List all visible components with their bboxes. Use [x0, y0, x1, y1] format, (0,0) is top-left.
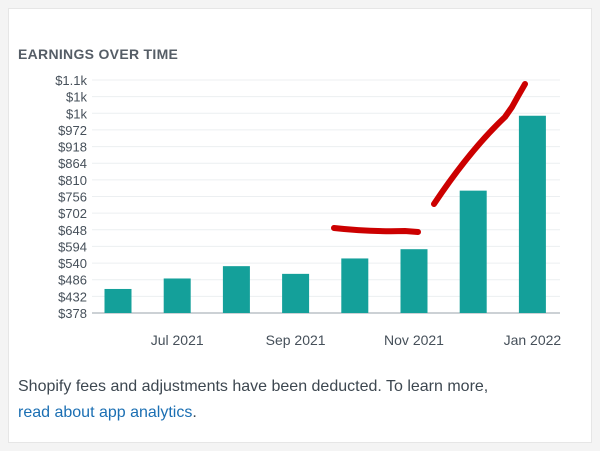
y-tick-label: $756 — [58, 190, 87, 205]
y-tick-label: $972 — [58, 123, 87, 138]
earnings-bar-chart: $1.1k$1k$1k$972$918$864$810$756$702$648$… — [55, 73, 562, 348]
bar — [459, 190, 487, 313]
footer-link-suffix: . — [192, 404, 197, 421]
bar — [104, 288, 132, 313]
bar — [282, 273, 310, 313]
y-tick-label: $540 — [58, 256, 87, 271]
bar — [518, 115, 546, 314]
bar — [222, 266, 250, 313]
footer-note: Shopify fees and adjustments have been d… — [18, 374, 578, 426]
annotation-upward-line — [431, 81, 528, 207]
y-tick-label: $594 — [58, 239, 87, 254]
bar — [341, 258, 369, 313]
footer-text: Shopify fees and adjustments have been d… — [18, 378, 489, 395]
y-tick-label: $864 — [58, 156, 87, 171]
y-tick-label: $810 — [58, 173, 87, 188]
y-tick-label: $486 — [58, 273, 87, 288]
y-tick-label: $378 — [58, 306, 87, 321]
y-tick-label: $1k — [66, 106, 87, 121]
y-tick-label: $918 — [58, 140, 87, 155]
app-analytics-link[interactable]: read about app analytics — [18, 404, 193, 421]
x-tick-label: Jul 2021 — [151, 332, 204, 348]
y-tick-label: $648 — [58, 223, 87, 238]
bar — [163, 278, 191, 313]
x-tick-label: Jan 2022 — [504, 332, 562, 348]
bar — [400, 249, 428, 313]
x-tick-label: Sep 2021 — [266, 332, 326, 348]
annotation-flat-line — [331, 225, 421, 235]
y-tick-label: $1k — [66, 90, 87, 105]
y-tick-label: $1.1k — [55, 73, 87, 88]
chart-title: EARNINGS OVER TIME — [18, 46, 179, 62]
y-tick-label: $432 — [58, 289, 87, 304]
y-tick-label: $702 — [58, 206, 87, 221]
x-tick-label: Nov 2021 — [384, 332, 444, 348]
